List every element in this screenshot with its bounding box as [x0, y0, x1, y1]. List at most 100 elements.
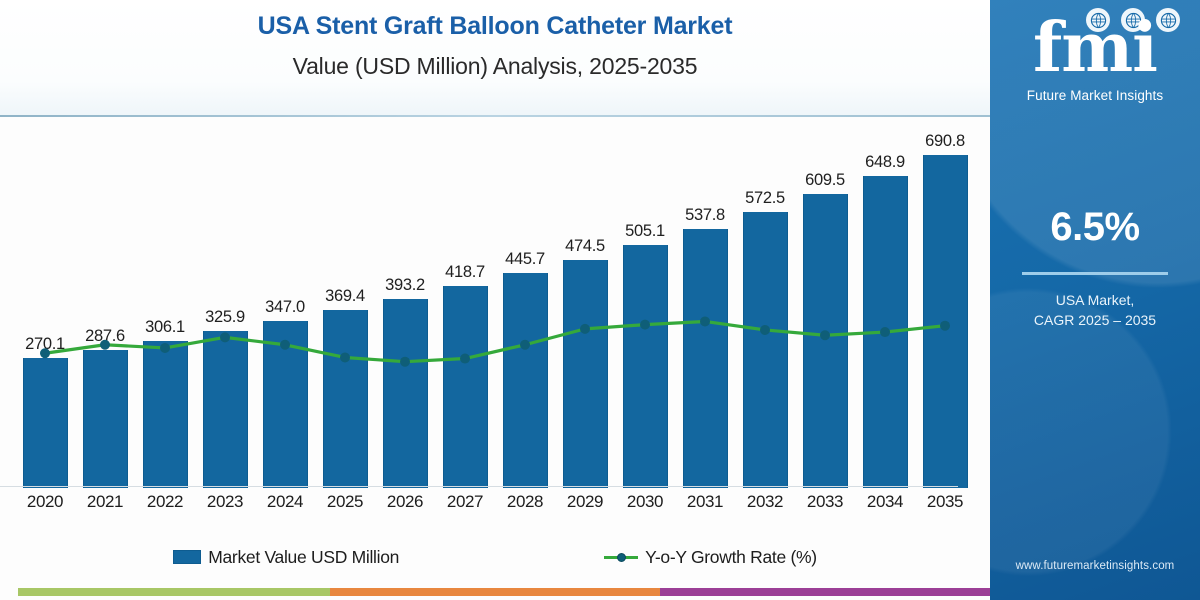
page-title: USA Stent Graft Balloon Catheter Market — [257, 12, 733, 40]
x-axis-tick-label: 2024 — [266, 492, 304, 511]
growth-line-marker — [340, 352, 350, 363]
bar-value-label: 270.1 — [25, 334, 65, 353]
bar-value-label: 418.7 — [445, 263, 485, 282]
bar — [802, 194, 848, 488]
cagr-note: USA Market, CAGR 2025 – 2035 — [990, 290, 1200, 331]
bar — [82, 349, 128, 488]
globe-icon — [1156, 8, 1180, 32]
globe-icon — [1086, 8, 1110, 32]
cagr-divider — [1022, 272, 1168, 275]
bar-value-label: 369.4 — [325, 287, 365, 306]
bar-value-label: 347.0 — [265, 297, 305, 316]
x-axis-tick-label: 2031 — [686, 492, 724, 511]
bar — [502, 273, 548, 488]
fmi-tagline: Future Market Insights — [1026, 88, 1164, 103]
legend-swatch-icon — [173, 550, 202, 564]
strip-segment-green — [18, 588, 330, 596]
bar-column: 325.9 — [202, 120, 248, 488]
x-axis-tick-label: 2022 — [146, 492, 184, 511]
x-axis-labels: 2020 2021 2022 2023 2024 2025 2026 2027 2028 2029… — [0, 492, 990, 522]
header-divider — [0, 115, 990, 117]
bar-column: 474.5 — [562, 120, 608, 488]
bar-column: 445.7 — [502, 120, 548, 488]
growth-line-series — [40, 316, 950, 367]
bar-column: 287.6 — [82, 120, 128, 488]
bar-value-label: 690.8 — [925, 132, 965, 151]
x-axis-tick-label: 2033 — [806, 492, 844, 511]
brand-sidebar: fmi Future Market Insights 6.5% USA Mark… — [990, 0, 1200, 600]
bar — [202, 331, 248, 488]
growth-line-marker — [820, 330, 830, 341]
legend-label-market-value: Market Value USD Million — [208, 546, 400, 567]
bottom-color-strip — [0, 588, 990, 596]
bar-column: 306.1 — [142, 120, 188, 488]
x-axis-tick-label: 2025 — [326, 492, 364, 511]
growth-line-marker — [460, 353, 470, 364]
x-axis-tick-label: 2032 — [746, 492, 784, 511]
growth-line-marker — [880, 327, 890, 338]
growth-line-marker — [160, 342, 170, 353]
x-axis-tick-label: 2030 — [626, 492, 664, 511]
growth-line-marker — [700, 316, 710, 327]
bar-value-label: 474.5 — [565, 236, 605, 255]
legend-item-market-value[interactable]: Market Value USD Million — [173, 547, 399, 568]
plot-area: 270.1 287.6 306.1 325.9 347.0 369.4 393.2 418.7… — [0, 120, 990, 488]
bar-series: 270.1 287.6 306.1 325.9 347.0 369.4 393.2 418.7… — [0, 120, 990, 488]
chart-legend: Market Value USD Million Y-o-Y Growth Ra… — [0, 540, 990, 574]
growth-line-marker — [100, 339, 110, 350]
x-axis-tick-label: 2028 — [506, 492, 544, 511]
strip-segment-orange — [330, 588, 660, 596]
x-axis-tick-label: 2027 — [446, 492, 484, 511]
x-axis-tick-label: 2020 — [26, 492, 64, 511]
bar-value-label: 287.6 — [85, 326, 125, 345]
website-url[interactable]: www.futuremarketinsights.com — [1015, 560, 1175, 572]
x-axis-tick-label: 2023 — [206, 492, 244, 511]
cagr-value: 6.5% — [1050, 205, 1140, 249]
bar-value-label: 537.8 — [685, 206, 725, 225]
bar-value-label: 609.5 — [805, 171, 845, 190]
growth-line — [43, 319, 947, 364]
fmi-wordmark: fmi — [1032, 8, 1158, 88]
growth-line-marker — [40, 348, 50, 359]
growth-line-marker — [580, 323, 590, 334]
growth-line-marker — [520, 339, 530, 350]
bar — [22, 357, 68, 488]
legend-item-growth-rate[interactable]: Y-o-Y Growth Rate (%) — [604, 547, 817, 568]
bar-value-label: 505.1 — [625, 221, 665, 240]
bar-column: 537.8 — [682, 120, 728, 488]
bar — [622, 244, 668, 488]
legend-line-icon — [604, 550, 639, 564]
x-axis-tick-label: 2026 — [386, 492, 424, 511]
growth-line-marker — [280, 339, 290, 350]
page-subtitle: Value (USD Million) Analysis, 2025-2035 — [292, 53, 698, 79]
bar-value-label: 572.5 — [745, 189, 785, 208]
chart-panel: USA Stent Graft Balloon Catheter Market … — [0, 0, 990, 596]
growth-line-marker — [760, 324, 770, 335]
growth-line-marker — [220, 332, 230, 343]
chart-header: USA Stent Graft Balloon Catheter Market … — [0, 0, 990, 117]
x-axis-tick-label: 2021 — [86, 492, 124, 511]
bar — [742, 212, 788, 488]
x-axis-tick-label: 2034 — [866, 492, 904, 511]
bar-value-label: 306.1 — [145, 317, 185, 336]
x-axis-tick-label: 2029 — [566, 492, 604, 511]
bar-column: 393.2 — [382, 120, 428, 488]
growth-line-marker — [940, 320, 950, 331]
fmi-logo: fmi Future Market Insights — [990, 0, 1200, 110]
bar — [682, 229, 728, 488]
legend-label-growth-rate: Y-o-Y Growth Rate (%) — [645, 546, 817, 567]
globe-icon — [1121, 8, 1145, 32]
bar-column: 609.5 — [802, 120, 848, 488]
bar-value-label: 648.9 — [865, 152, 905, 171]
bar-value-label: 393.2 — [385, 275, 425, 294]
bar — [562, 259, 608, 488]
bar-value-label: 325.9 — [205, 308, 245, 327]
cagr-note-line-1: USA Market, — [1055, 292, 1135, 308]
bar — [322, 310, 368, 488]
bar — [382, 298, 428, 488]
bar-column: 270.1 — [22, 120, 68, 488]
x-axis-tick-label: 2035 — [926, 492, 964, 511]
strip-segment-purple — [660, 588, 990, 596]
growth-line-marker — [640, 319, 650, 330]
